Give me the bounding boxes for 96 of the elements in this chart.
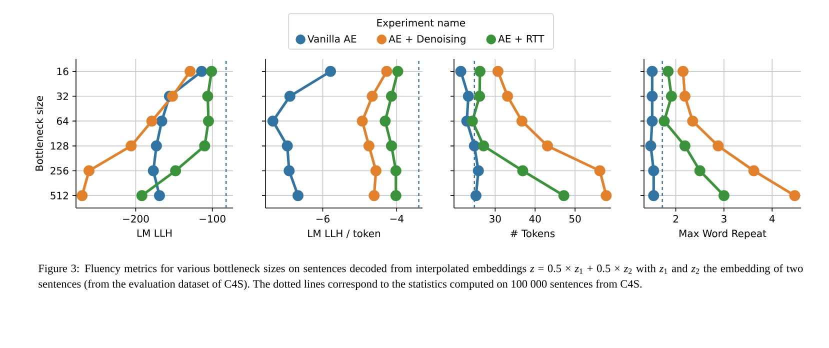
point (363, 140, 374, 152)
x-axis-title: LM LLH (137, 229, 172, 237)
y-tick-label: 256 (50, 166, 68, 175)
legend-label: AE + RTT (498, 35, 544, 42)
point (292, 190, 304, 202)
point (516, 116, 528, 127)
point (645, 140, 656, 152)
point (196, 66, 208, 77)
point (170, 165, 182, 176)
x-tick-label: 50 (569, 215, 581, 223)
x-tick-label: 4 (769, 215, 775, 222)
point (658, 116, 670, 127)
point (325, 66, 336, 77)
x-tick-label: −100 (200, 215, 226, 223)
point (462, 90, 474, 102)
x-axis-title: LM LLH / token (308, 229, 380, 238)
point (167, 90, 178, 102)
point (76, 190, 88, 202)
point (202, 116, 214, 127)
point (284, 165, 295, 176)
point (472, 165, 484, 176)
point (282, 140, 293, 152)
point (789, 190, 800, 202)
point (381, 66, 392, 77)
point (558, 190, 570, 202)
point (466, 116, 478, 127)
point (648, 190, 660, 202)
point (594, 165, 606, 176)
point (368, 190, 380, 202)
point (199, 140, 210, 152)
x-tick-label: 40 (529, 215, 541, 223)
point (474, 90, 486, 102)
point (386, 90, 397, 102)
point (678, 66, 689, 77)
point (150, 140, 162, 152)
point (542, 140, 553, 152)
point (492, 66, 504, 77)
point (718, 190, 730, 202)
point (206, 66, 218, 77)
legend-label: Vanilla AE (308, 34, 356, 43)
y-tick-label: 128 (50, 142, 68, 150)
point (148, 165, 159, 176)
x-tick-label: 30 (490, 215, 501, 223)
point (600, 190, 612, 202)
point (392, 66, 404, 77)
point (646, 66, 658, 77)
y-tick-label: 64 (56, 117, 68, 125)
point (202, 90, 214, 102)
legend-label: AE + Denoising (388, 34, 466, 45)
point (666, 90, 677, 102)
text: Figure 3: Fluency metrics for various bottleneck sizes on sentences decoded from interpolated embeddings z = 0.5 × z$_{1}$ + 0.5 × z$_{2}$ with z$_{1}$ and z$_{2}$ the embedding of two sentences (from the evaluation dataset of C4S). The dotted lines correspond to the statistics computed on 100 000 sentences from C4S. (38, 264, 803, 290)
x-tick-label: −4 (390, 215, 404, 222)
x-tick-label: −200 (123, 215, 149, 223)
point (390, 165, 402, 176)
x-axis-title: Max Word Repeat (680, 229, 766, 240)
point (468, 140, 480, 152)
point (478, 140, 490, 152)
point (748, 165, 760, 176)
point (267, 116, 278, 127)
point (386, 140, 397, 152)
y-tick-label: 16 (57, 68, 68, 76)
point (156, 116, 168, 127)
x-tick-label: −6 (316, 215, 330, 223)
point (284, 90, 296, 102)
point (646, 90, 658, 102)
point (136, 190, 148, 202)
point (679, 90, 690, 102)
point (517, 165, 528, 176)
point (380, 116, 391, 127)
x-axis-title: # Tokens (510, 229, 555, 238)
point (646, 116, 658, 127)
y-tick-label: 32 (57, 92, 68, 100)
point (470, 190, 482, 202)
point (687, 116, 698, 127)
point (679, 140, 690, 152)
point (474, 66, 486, 77)
point (126, 140, 137, 152)
point (662, 66, 674, 77)
point (694, 165, 706, 176)
y-tick-label: 512 (50, 192, 68, 200)
y-axis-title: Bottleneck size (35, 96, 44, 171)
x-tick-label: 3 (722, 215, 726, 223)
point (502, 90, 514, 102)
point (84, 165, 95, 176)
point (366, 90, 378, 102)
point (370, 165, 382, 176)
point (390, 190, 402, 202)
point (154, 190, 165, 202)
point (712, 140, 724, 152)
point (648, 165, 660, 176)
x-tick-label: 2 (673, 215, 678, 222)
point (146, 116, 158, 127)
legend-title: Experiment name (377, 18, 466, 28)
point (356, 116, 368, 127)
point (455, 66, 466, 77)
point (184, 66, 196, 77)
